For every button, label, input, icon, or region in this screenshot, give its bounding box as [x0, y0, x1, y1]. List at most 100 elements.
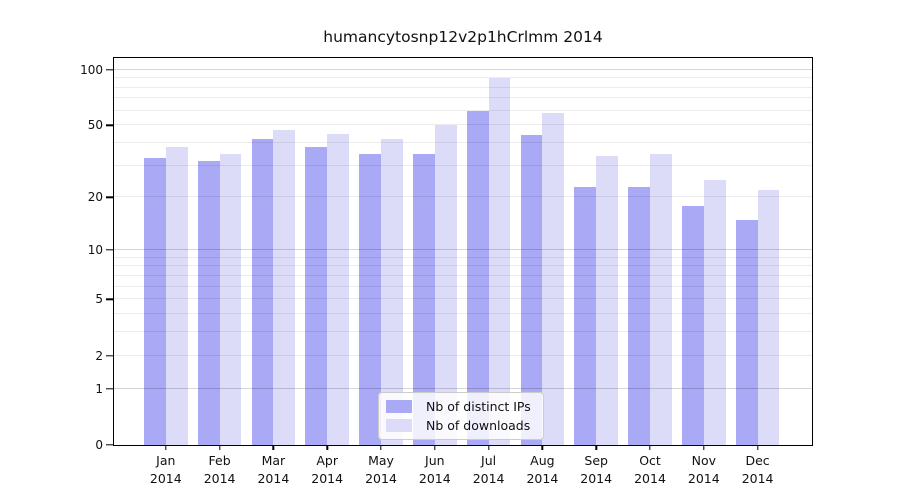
x-tick-mark: [649, 445, 651, 450]
y-tick-mark: [106, 444, 113, 446]
bar-nb-of-distinct-ips-aug: [520, 135, 543, 445]
x-tick-label-jul: Jul 2014: [459, 452, 519, 488]
bar-nb-of-downloads-feb: [219, 153, 242, 445]
gridline-minor: [114, 265, 812, 267]
bar-nb-of-distinct-ips-mar: [251, 139, 274, 445]
bar-nb-of-distinct-ips-oct: [628, 186, 650, 445]
x-tick-year: 2014: [365, 471, 397, 486]
y-tick-mark: [106, 249, 113, 251]
x-tick-mark: [487, 445, 490, 450]
x-tick-label-feb: Feb 2014: [190, 452, 250, 488]
bar-nb-of-distinct-ips-feb: [197, 160, 220, 445]
y-tick-label: 1: [95, 381, 103, 396]
y-tick-label: 20: [87, 190, 103, 205]
x-tick-label-may: May 2014: [351, 452, 411, 488]
plot-area: Nb of distinct IPs Nb of downloads: [113, 57, 813, 446]
bar-nb-of-downloads-mar: [273, 130, 296, 445]
gridline-minor: [114, 274, 812, 276]
bar-nb-of-downloads-may: [381, 139, 403, 445]
x-tick-label-nov: Nov 2014: [674, 452, 734, 488]
gridline-minor: [114, 164, 812, 166]
y-tick-label: 10: [87, 242, 103, 257]
x-tick-label-apr: Apr 2014: [297, 452, 357, 488]
bar-nb-of-downloads-sep: [596, 155, 618, 445]
x-tick-mark: [326, 445, 328, 450]
y-tick-mark: [106, 387, 113, 390]
x-tick-year: 2014: [687, 471, 720, 486]
x-tick-label-mar: Mar 2014: [243, 452, 303, 488]
x-tick-year: 2014: [149, 471, 182, 486]
x-tick-mark: [165, 445, 167, 450]
y-tick-label: 0: [95, 438, 103, 452]
bar-nb-of-distinct-ips-jul: [466, 110, 489, 445]
gridline-major: [114, 248, 812, 250]
bar-nb-of-downloads-aug: [542, 113, 565, 445]
x-tick-year: 2014: [741, 471, 774, 486]
bar-nb-of-distinct-ips-sep: [574, 186, 597, 445]
legend-label: Nb of downloads: [426, 418, 531, 433]
bar-nb-of-distinct-ips-jan: [144, 158, 166, 445]
bar-nb-of-distinct-ips-may: [359, 153, 381, 445]
gridline-major: [114, 68, 812, 70]
x-tick-label-jun: Jun 2014: [405, 452, 465, 488]
x-tick-year: 2014: [634, 471, 666, 486]
bar-nb-of-downloads-oct: [650, 153, 672, 445]
gridline-minor: [114, 256, 812, 258]
gridline-minor: [114, 97, 812, 99]
gridline-minor: [114, 77, 812, 79]
legend-label: Nb of distinct IPs: [426, 399, 531, 414]
x-tick-year: 2014: [257, 471, 290, 486]
legend-swatch: [386, 400, 412, 413]
bar-nb-of-distinct-ips-jun: [413, 153, 435, 445]
y-tick-mark: [106, 124, 113, 126]
x-tick-year: 2014: [311, 471, 344, 486]
x-tick-mark: [434, 445, 436, 450]
x-tick-mark: [272, 445, 275, 450]
bar-nb-of-distinct-ips-apr: [305, 147, 328, 445]
gridline-minor: [114, 109, 812, 111]
chart-title: humancytosnp12v2p1hCrlmm 2014: [323, 28, 603, 46]
bar-nb-of-distinct-ips-nov: [682, 205, 704, 445]
x-tick-mark: [380, 445, 382, 450]
y-tick-label: 50: [87, 118, 103, 133]
bar-nb-of-downloads-nov: [703, 180, 726, 445]
gridline-minor: [114, 298, 812, 300]
x-tick-year: 2014: [418, 471, 451, 486]
bar-nb-of-downloads-dec: [757, 189, 780, 445]
x-tick-mark: [703, 445, 705, 450]
gridline-minor: [114, 285, 812, 287]
gridline-minor: [114, 354, 812, 356]
y-tick-label: 5: [95, 292, 103, 307]
gridline-minor: [114, 141, 812, 143]
bar-nb-of-downloads-jun: [434, 125, 457, 445]
x-tick-mark: [595, 445, 597, 450]
gridline-minor: [114, 86, 812, 88]
legend-item: Nb of downloads: [386, 418, 531, 433]
x-tick-year: 2014: [472, 471, 505, 486]
y-tick-mark: [106, 68, 113, 71]
x-tick-mark: [541, 445, 544, 450]
x-tick-mark: [218, 445, 221, 450]
gridline-minor: [114, 331, 812, 333]
x-tick-year: 2014: [526, 471, 559, 486]
x-tick-label-jan: Jan 2014: [136, 452, 196, 488]
bar-nb-of-downloads-jul: [488, 78, 511, 445]
y-tick-label: 100: [80, 62, 103, 77]
x-tick-label-sep: Sep 2014: [566, 452, 626, 488]
y-tick-mark: [106, 196, 113, 199]
legend-swatch: [386, 419, 412, 432]
gridline-major: [114, 387, 812, 389]
gridline-minor: [114, 313, 812, 315]
x-tick-label-aug: Aug 2014: [512, 452, 572, 488]
gridline-minor: [114, 124, 812, 126]
bar-nb-of-distinct-ips-dec: [735, 219, 758, 445]
x-tick-label-oct: Oct 2014: [620, 452, 680, 488]
gridline-minor: [114, 196, 812, 198]
x-tick-label-dec: Dec 2014: [728, 452, 788, 488]
y-tick-mark: [106, 298, 113, 300]
x-tick-mark: [756, 445, 759, 450]
legend-item: Nb of distinct IPs: [386, 399, 531, 414]
bar-nb-of-downloads-jan: [165, 147, 188, 445]
legend: Nb of distinct IPs Nb of downloads: [378, 392, 544, 440]
